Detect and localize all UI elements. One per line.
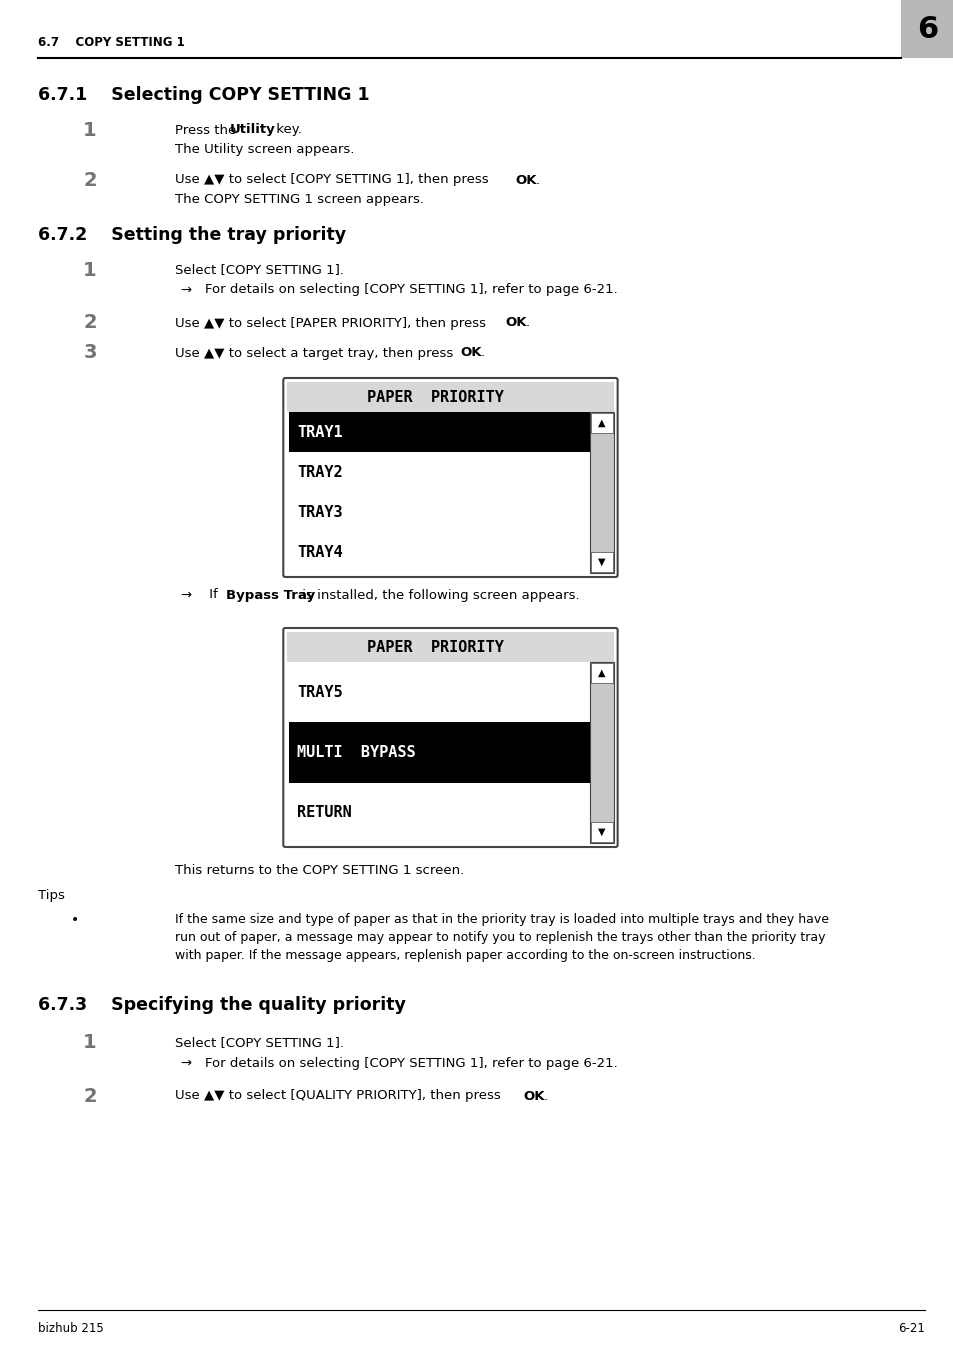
Text: For details on selecting [COPY SETTING 1], refer to page 6-21.: For details on selecting [COPY SETTING 1…: [205, 284, 618, 296]
Bar: [900, 0, 953, 58]
Bar: [590, 821, 612, 842]
Text: This returns to the COPY SETTING 1 screen.: This returns to the COPY SETTING 1 scree…: [175, 863, 464, 877]
Text: 6.7.1    Selecting COPY SETTING 1: 6.7.1 Selecting COPY SETTING 1: [38, 86, 369, 104]
Bar: [287, 382, 613, 412]
Text: TRAY4: TRAY4: [297, 546, 342, 561]
Text: key.: key.: [272, 123, 302, 136]
Text: 6-21: 6-21: [897, 1321, 924, 1335]
Text: 6.7.3    Specifying the quality priority: 6.7.3 Specifying the quality priority: [38, 996, 405, 1015]
Text: RETURN: RETURN: [297, 805, 352, 820]
Text: 2: 2: [83, 170, 97, 189]
Text: run out of paper, a message may appear to notify you to replenish the trays othe: run out of paper, a message may appear t…: [175, 931, 824, 944]
Text: ▲: ▲: [598, 417, 605, 428]
Text: 6.7    COPY SETTING 1: 6.7 COPY SETTING 1: [38, 35, 185, 49]
Bar: [590, 553, 612, 571]
Text: Use ▲▼ to select a target tray, then press: Use ▲▼ to select a target tray, then pre…: [175, 346, 457, 359]
Text: 6: 6: [917, 15, 938, 43]
Text: 1: 1: [83, 120, 97, 139]
Text: Utility: Utility: [230, 123, 275, 136]
Text: TRAY5: TRAY5: [297, 685, 342, 700]
Text: Use ▲▼ to select [COPY SETTING 1], then press: Use ▲▼ to select [COPY SETTING 1], then …: [175, 173, 493, 186]
Text: OK: OK: [515, 173, 537, 186]
Text: Select [COPY SETTING 1].: Select [COPY SETTING 1].: [175, 1036, 344, 1050]
Text: TRAY1: TRAY1: [297, 424, 342, 439]
Text: TRAY2: TRAY2: [297, 465, 342, 480]
Bar: [589, 412, 613, 573]
Text: is installed, the following screen appears.: is installed, the following screen appea…: [298, 589, 579, 601]
Text: MULTI  BYPASS: MULTI BYPASS: [297, 744, 416, 761]
Bar: [590, 413, 612, 434]
Text: 2: 2: [83, 313, 97, 332]
Text: For details on selecting [COPY SETTING 1], refer to page 6-21.: For details on selecting [COPY SETTING 1…: [205, 1056, 618, 1070]
Bar: [589, 662, 613, 843]
Text: OK: OK: [505, 316, 526, 330]
FancyBboxPatch shape: [283, 378, 617, 577]
Text: OK: OK: [460, 346, 481, 359]
Text: ▲: ▲: [598, 667, 605, 678]
Text: The Utility screen appears.: The Utility screen appears.: [175, 143, 355, 157]
Text: Use ▲▼ to select [PAPER PRIORITY], then press: Use ▲▼ to select [PAPER PRIORITY], then …: [175, 316, 490, 330]
Text: PAPER  PRIORITY: PAPER PRIORITY: [367, 389, 503, 404]
Text: OK: OK: [523, 1089, 544, 1102]
Text: 6.7.2    Setting the tray priority: 6.7.2 Setting the tray priority: [38, 226, 346, 245]
Text: .: .: [480, 346, 484, 359]
Text: with paper. If the message appears, replenish paper according to the on-screen i: with paper. If the message appears, repl…: [175, 950, 755, 962]
Text: TRAY3: TRAY3: [297, 505, 342, 520]
Text: If the same size and type of paper as that in the priority tray is loaded into m: If the same size and type of paper as th…: [175, 913, 828, 927]
Text: 3: 3: [83, 343, 97, 362]
Text: Press the: Press the: [175, 123, 240, 136]
Text: Select [COPY SETTING 1].: Select [COPY SETTING 1].: [175, 263, 344, 277]
Text: .: .: [543, 1089, 547, 1102]
Text: →: →: [180, 589, 192, 601]
Text: 2: 2: [83, 1086, 97, 1105]
FancyBboxPatch shape: [283, 628, 617, 847]
Text: Bypass Tray: Bypass Tray: [226, 589, 315, 601]
Text: 1: 1: [83, 261, 97, 280]
Text: Tips: Tips: [38, 889, 65, 901]
Text: bizhub 215: bizhub 215: [38, 1321, 104, 1335]
Text: .: .: [535, 173, 539, 186]
Text: •: •: [71, 913, 79, 927]
Bar: [287, 632, 613, 662]
Text: Use ▲▼ to select [QUALITY PRIORITY], then press: Use ▲▼ to select [QUALITY PRIORITY], the…: [175, 1089, 505, 1102]
Text: →: →: [180, 1056, 192, 1070]
Text: →: →: [180, 284, 192, 296]
Text: ▼: ▼: [598, 557, 605, 567]
Text: If: If: [205, 589, 222, 601]
Bar: [289, 723, 589, 782]
Text: The COPY SETTING 1 screen appears.: The COPY SETTING 1 screen appears.: [175, 193, 424, 207]
Text: .: .: [525, 316, 529, 330]
Bar: [590, 663, 612, 684]
Bar: [289, 412, 589, 453]
Text: 1: 1: [83, 1034, 97, 1052]
Text: PAPER  PRIORITY: PAPER PRIORITY: [367, 639, 503, 654]
Text: ▼: ▼: [598, 827, 605, 838]
